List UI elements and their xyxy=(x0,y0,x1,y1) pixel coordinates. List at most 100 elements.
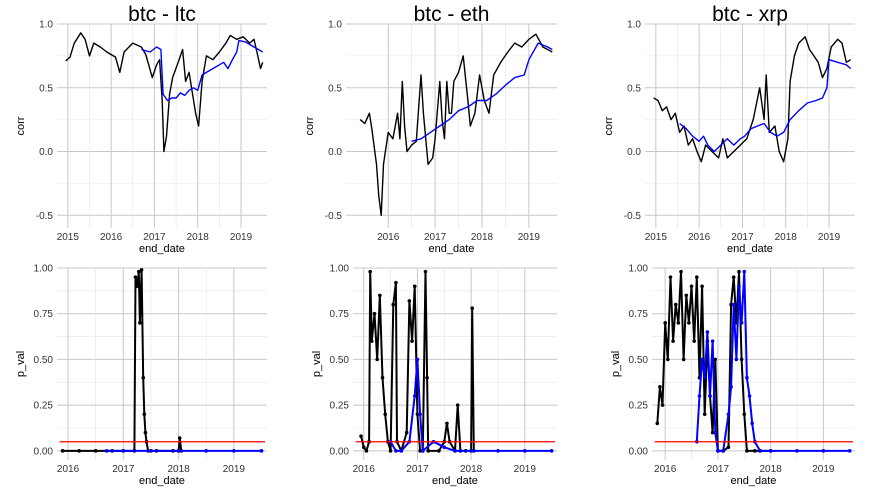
series-point-black xyxy=(425,375,429,380)
series-point-blue xyxy=(394,449,398,453)
series-point-blue xyxy=(721,449,725,453)
x-tick-label: 2015 xyxy=(57,232,80,243)
y-axis-label: corr xyxy=(304,116,316,135)
series-point-blue xyxy=(710,339,715,343)
y-tick-label: 1.0 xyxy=(328,20,342,31)
x-tick-label: 2018 xyxy=(167,464,190,475)
series-point-black xyxy=(391,302,396,307)
series-point-blue xyxy=(415,357,420,362)
series-point-blue xyxy=(412,394,417,398)
series-point-black xyxy=(668,275,673,279)
series-point-black xyxy=(388,449,393,453)
series-point-black xyxy=(684,293,689,298)
y-tick-label: 0.25 xyxy=(34,401,54,412)
chart-title: btc - ltc xyxy=(128,3,196,26)
x-tick-label: 2018 xyxy=(460,464,483,475)
y-axis-label: p_val xyxy=(610,351,622,377)
y-tick-label: -0.5 xyxy=(624,211,642,222)
series-point-blue xyxy=(847,449,852,453)
series-point-black xyxy=(663,321,667,325)
series-point-black xyxy=(142,412,147,417)
x-tick-label: 2017 xyxy=(424,232,447,243)
series-point-blue xyxy=(745,375,749,380)
x-tick-label: 2016 xyxy=(377,232,400,243)
x-tick-label: 2018 xyxy=(187,232,210,243)
series-point-black xyxy=(710,430,715,435)
chart-title: btc - xrp xyxy=(712,3,788,26)
series-point-blue xyxy=(453,449,457,453)
y-tick-label: 0.5 xyxy=(39,83,53,94)
x-tick-label: 2017 xyxy=(406,464,429,475)
y-tick-label: 0.00 xyxy=(34,446,54,457)
series-point-blue xyxy=(750,421,754,426)
y-tick-label: 0.75 xyxy=(330,309,350,320)
x-axis-label: end_date xyxy=(727,243,773,255)
series-point-blue xyxy=(713,430,718,435)
y-axis-label: corr xyxy=(15,116,27,135)
y-axis-label: p_val xyxy=(311,351,323,377)
series-point-blue xyxy=(469,449,473,453)
y-tick-label: 1.0 xyxy=(627,20,641,31)
y-tick-label: -0.5 xyxy=(36,211,54,222)
y-tick-label: 0.75 xyxy=(34,309,54,320)
x-tick-label: 2018 xyxy=(775,232,798,243)
y-tick-label: 0.50 xyxy=(629,355,649,366)
x-tick-label: 2017 xyxy=(731,232,754,243)
series-point-black xyxy=(380,375,385,380)
series-point-blue xyxy=(795,449,799,453)
chart-title: btc - eth xyxy=(414,3,490,26)
series-line-black xyxy=(62,268,183,452)
y-tick-label: 1.00 xyxy=(34,264,54,275)
series-point-blue xyxy=(259,449,264,453)
x-axis-label: end_date xyxy=(139,475,185,487)
series-point-black xyxy=(470,306,474,311)
x-tick-label: 2019 xyxy=(514,464,537,475)
series-point-black xyxy=(437,449,441,453)
series-line-black xyxy=(65,32,264,153)
series-point-black xyxy=(423,269,428,274)
series-point-black xyxy=(135,284,139,289)
x-tick-label: 2016 xyxy=(100,232,123,243)
series-point-blue xyxy=(737,284,741,289)
series-point-blue xyxy=(149,449,153,453)
series-point-blue xyxy=(399,449,404,453)
series-point-black xyxy=(658,385,662,389)
series-point-black xyxy=(671,339,675,343)
series-line-blue xyxy=(695,270,850,452)
series-point-black xyxy=(394,280,398,285)
y-tick-label: 0.00 xyxy=(330,446,350,457)
series-point-black xyxy=(139,268,144,272)
series-point-blue xyxy=(121,449,126,453)
y-tick-label: 0.50 xyxy=(34,355,54,366)
series-point-black xyxy=(404,430,409,435)
series-point-black xyxy=(689,284,694,289)
series-point-black xyxy=(426,449,430,453)
series-point-black xyxy=(739,357,744,362)
y-tick-label: 0.25 xyxy=(330,401,350,412)
x-tick-label: 2019 xyxy=(223,464,246,475)
series-point-black xyxy=(742,412,747,417)
series-point-black xyxy=(695,275,699,279)
series-point-black xyxy=(660,403,665,407)
series-point-black xyxy=(133,275,138,279)
x-tick-label: 2019 xyxy=(230,232,253,243)
series-point-blue xyxy=(702,375,707,380)
series-line-blue xyxy=(679,59,852,153)
y-tick-label: -0.5 xyxy=(325,211,343,222)
series-point-black xyxy=(445,421,449,426)
series-point-black xyxy=(681,357,686,362)
series-line-black xyxy=(359,33,553,216)
series-point-black xyxy=(655,421,660,426)
y-axis-label: p_val xyxy=(15,351,27,377)
series-point-blue xyxy=(232,449,236,453)
series-line-black xyxy=(653,36,852,163)
series-point-blue xyxy=(104,449,109,453)
series-point-black xyxy=(77,449,81,453)
chart-panel-3: -0.5 0.0 0.5 1.0 2015 2016 2017 2018 2019 end_dat… xyxy=(603,3,855,255)
y-tick-label: 0.50 xyxy=(330,355,350,366)
series-line-blue xyxy=(411,42,553,142)
series-point-blue xyxy=(418,412,422,417)
x-axis-label: end_date xyxy=(429,243,475,255)
series-point-black xyxy=(407,299,412,303)
